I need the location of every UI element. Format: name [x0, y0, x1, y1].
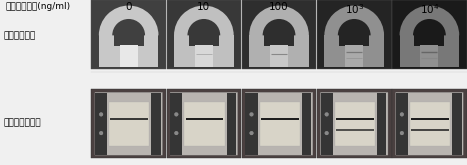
Wedge shape	[174, 6, 234, 35]
Bar	[95, 93, 107, 155]
Bar	[396, 93, 408, 155]
Text: 荧光免疫层析: 荧光免疫层析	[3, 31, 35, 40]
Text: 0: 0	[126, 2, 132, 12]
Circle shape	[250, 113, 254, 116]
Bar	[242, 0, 316, 69]
Text: 胶体金免疫层析: 胶体金免疫层析	[3, 118, 41, 127]
Bar	[92, 89, 166, 158]
Bar	[270, 45, 288, 67]
Bar	[392, 89, 467, 158]
Wedge shape	[187, 19, 220, 35]
Text: 10: 10	[197, 2, 211, 12]
Bar	[325, 35, 384, 67]
FancyBboxPatch shape	[170, 92, 238, 155]
Wedge shape	[413, 19, 446, 35]
Bar	[246, 93, 258, 155]
Bar	[260, 102, 300, 146]
Bar	[114, 35, 143, 46]
Bar	[392, 0, 467, 69]
Circle shape	[99, 113, 103, 116]
Wedge shape	[112, 19, 145, 35]
Bar	[400, 35, 459, 67]
Circle shape	[175, 131, 178, 135]
Bar	[264, 35, 294, 46]
Bar	[340, 35, 369, 46]
FancyBboxPatch shape	[95, 92, 163, 155]
Wedge shape	[338, 19, 371, 35]
Bar	[420, 45, 439, 67]
Circle shape	[400, 113, 404, 116]
Wedge shape	[249, 6, 309, 35]
Bar	[452, 93, 461, 155]
Bar	[99, 35, 158, 67]
Bar	[170, 93, 183, 155]
Bar	[167, 89, 241, 158]
Bar	[242, 89, 316, 158]
Circle shape	[99, 131, 103, 135]
Circle shape	[325, 113, 329, 116]
Text: 100: 100	[269, 2, 289, 12]
Bar	[167, 0, 241, 69]
Bar	[321, 93, 333, 155]
Bar	[415, 35, 444, 46]
Bar	[249, 35, 309, 67]
Circle shape	[400, 131, 404, 135]
FancyBboxPatch shape	[320, 92, 388, 155]
Text: 冠状病毒抗原(ng/ml): 冠状病毒抗原(ng/ml)	[5, 2, 70, 11]
FancyBboxPatch shape	[396, 92, 463, 155]
Wedge shape	[262, 19, 296, 35]
Bar	[335, 102, 375, 146]
Bar	[120, 45, 138, 67]
Bar	[151, 93, 161, 155]
Bar	[109, 102, 149, 146]
Bar	[184, 102, 225, 146]
Bar	[317, 89, 391, 158]
FancyBboxPatch shape	[245, 92, 313, 155]
Bar	[317, 0, 391, 69]
Bar	[345, 45, 363, 67]
Wedge shape	[325, 6, 384, 35]
Bar	[410, 102, 450, 146]
Text: 10$^4$: 10$^4$	[420, 2, 439, 16]
Bar	[195, 45, 213, 67]
Bar	[92, 0, 166, 69]
Bar	[189, 35, 219, 46]
Text: 10$^3$: 10$^3$	[345, 2, 364, 16]
Circle shape	[325, 131, 329, 135]
Bar	[377, 93, 386, 155]
Bar	[226, 93, 236, 155]
Circle shape	[250, 131, 254, 135]
Bar	[174, 35, 234, 67]
Bar	[302, 93, 311, 155]
Wedge shape	[400, 6, 459, 35]
Wedge shape	[99, 6, 158, 35]
Circle shape	[175, 113, 178, 116]
